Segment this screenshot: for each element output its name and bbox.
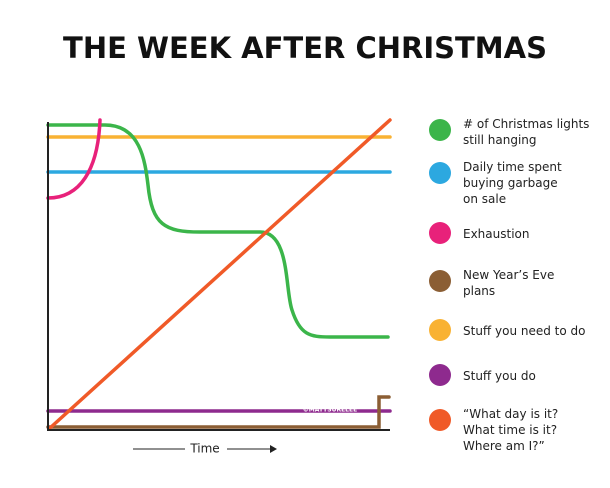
- series-line: [46, 395, 391, 429]
- legend-marker: [429, 119, 451, 141]
- legend-marker: [429, 162, 451, 184]
- legend-label: # of Christmas lights still hanging: [463, 117, 590, 147]
- legend-marker: [429, 364, 451, 386]
- legend-marker: [429, 319, 451, 341]
- legend-label: Daily time spent buying garbage on sale: [463, 160, 562, 206]
- legend-label: Stuff you do: [463, 369, 536, 383]
- chart-title: THE WEEK AFTER CHRISTMAS: [63, 31, 547, 65]
- legend-label: New Year’s Eve plans: [463, 268, 555, 298]
- legend-label: Stuff you need to do: [463, 324, 586, 338]
- series-line: [46, 123, 390, 339]
- arrow-head: [270, 445, 277, 453]
- legend-marker: [429, 222, 451, 244]
- series-line: [48, 118, 392, 430]
- legend-marker: [429, 409, 451, 431]
- x-axis-label: Time: [189, 442, 219, 456]
- series-line: [46, 118, 102, 200]
- legend-label: “What day is it? What time is it? Where …: [463, 407, 559, 453]
- legend-label: Exhaustion: [463, 227, 530, 241]
- legend-marker: [429, 270, 451, 292]
- credit: ©MATTSURELEE: [303, 407, 357, 414]
